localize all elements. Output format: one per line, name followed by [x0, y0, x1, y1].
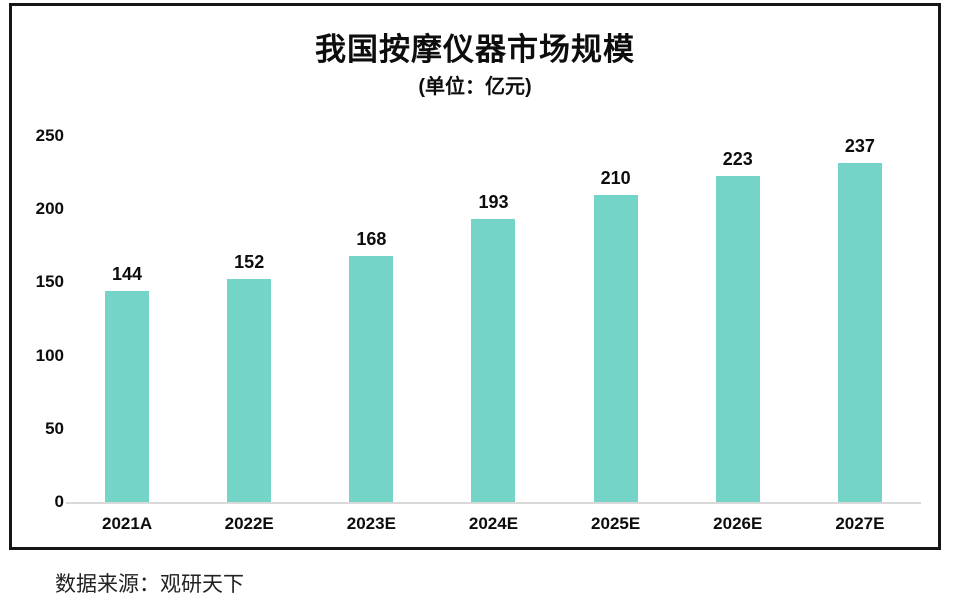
bar-group: 193 2024E [469, 136, 518, 533]
x-axis-label: 2023E [346, 514, 396, 533]
y-axis-tick-label: 150 [35, 272, 64, 292]
x-axis-label: 2027E [835, 514, 885, 533]
bar-value-label: 144 [112, 264, 143, 285]
y-axis-tick-label: 200 [35, 199, 64, 219]
bar [471, 219, 516, 502]
bar [837, 163, 882, 502]
bar [715, 175, 760, 502]
bar-value-label: 237 [844, 136, 875, 156]
bar-group: 237 2027E [835, 136, 884, 533]
bar [593, 194, 638, 502]
bar-group: 210 2025E [591, 136, 640, 533]
plot-area: 144 2021A 152 2022E 168 2023E 193 2024E 210 2025E… [66, 136, 921, 533]
y-axis: 0 50 100 150 200 250 [22, 6, 64, 547]
bar-group: 223 2026E [713, 136, 762, 533]
y-axis-tick-label: 100 [35, 345, 64, 365]
x-axis-label: 2022E [224, 514, 274, 533]
x-axis-label: 2025E [591, 514, 641, 533]
y-axis-tick-label: 0 [54, 492, 64, 511]
bar [227, 279, 272, 502]
x-axis-label: 2021A [102, 514, 153, 533]
bar-value-label: 193 [478, 192, 509, 213]
bar-group: 144 2021A [102, 136, 152, 533]
y-axis-tick-label: 250 [35, 126, 64, 145]
bar [349, 256, 394, 502]
bar-group: 168 2023E [347, 136, 396, 533]
bar [105, 291, 150, 502]
bar-value-label: 168 [356, 229, 387, 250]
bar-value-label: 210 [600, 167, 631, 188]
y-axis-tick-label: 50 [45, 418, 64, 438]
x-axis-label: 2026E [713, 514, 763, 533]
chart-title: 我国按摩仪器市场规模 [315, 32, 635, 67]
x-axis-label: 2024E [468, 514, 519, 533]
chart-subtitle: (单位：亿元) [418, 76, 532, 98]
chart-frame: 我国按摩仪器市场规模 (单位：亿元) 0 50 100 150 200 250 144 20… [9, 3, 941, 550]
bar-group: 152 2022E [225, 136, 274, 533]
source-note: 数据来源：观研天下 [55, 572, 244, 596]
bar-value-label: 223 [722, 148, 753, 169]
bar-value-label: 152 [234, 252, 265, 273]
